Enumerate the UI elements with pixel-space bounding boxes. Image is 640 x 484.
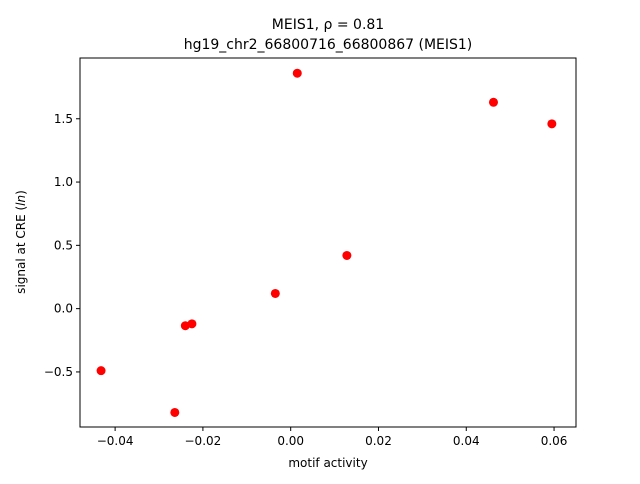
data-point-4 [187, 319, 197, 329]
y-axis-label-prefix: signal at CRE ( [14, 206, 28, 294]
x-axis: −0.04 −0.02 0.00 0.02 0.04 0.06 [97, 427, 568, 448]
data-point-1 [96, 366, 106, 376]
y-tick-label: 0.5 [54, 238, 73, 252]
y-tick-label: −0.5 [44, 365, 73, 379]
chart-subtitle: hg19_chr2_66800716_66800867 (MEIS1) [184, 37, 473, 53]
data-point-2 [170, 407, 180, 417]
y-axis-label-suffix: ) [14, 190, 28, 195]
chart-title: MEIS1, ρ = 0.81 [272, 17, 384, 33]
x-tick-label: 0.04 [453, 434, 480, 448]
data-point-5 [270, 288, 280, 298]
x-tick-label: 0.06 [541, 434, 568, 448]
y-tick-label: 1.0 [54, 175, 73, 189]
data-point-7 [342, 250, 352, 260]
x-tick-label: 0.02 [365, 434, 392, 448]
x-tick-label: −0.04 [97, 434, 134, 448]
plot-frame [79, 57, 577, 428]
data-point-8 [488, 97, 498, 107]
y-tick-label: 1.5 [54, 112, 73, 126]
y-axis-label-variable: ln [14, 195, 28, 206]
y-axis-label: signal at CRE (ln) [14, 190, 28, 294]
y-axis: −0.5 0.0 0.5 1.0 1.5 [44, 112, 80, 379]
x-tick-label: 0.00 [277, 434, 304, 448]
points-layer [96, 68, 557, 417]
data-point-9 [547, 119, 557, 129]
x-tick-label: −0.02 [185, 434, 222, 448]
x-axis-label: motif activity [288, 456, 367, 470]
data-point-6 [292, 68, 302, 78]
y-tick-label: 0.0 [54, 302, 73, 316]
